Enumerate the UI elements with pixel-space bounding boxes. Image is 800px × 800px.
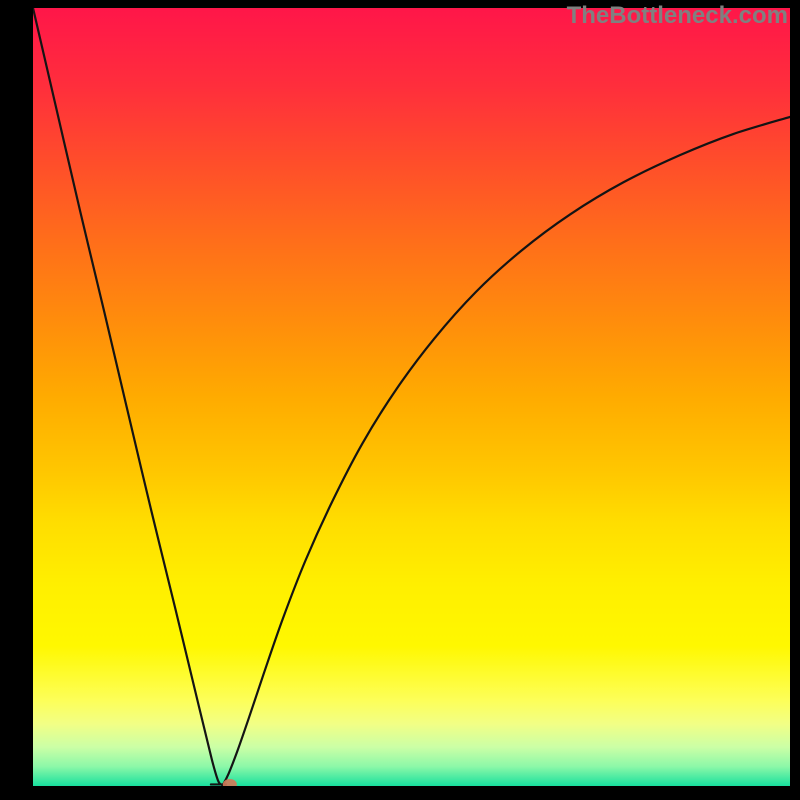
chart-frame: TheBottleneck.com <box>0 0 800 800</box>
watermark-text: TheBottleneck.com <box>567 2 788 30</box>
gradient-background <box>33 8 790 786</box>
bottleneck-chart <box>33 8 790 786</box>
